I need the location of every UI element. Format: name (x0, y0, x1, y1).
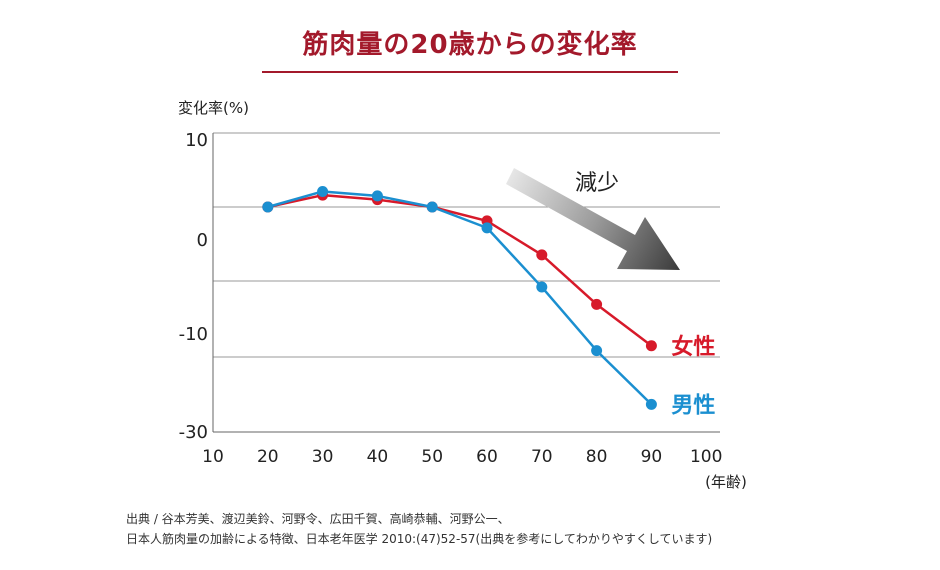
x-tick-label: 10 (202, 447, 224, 467)
y-tick-label: 0 (197, 230, 208, 251)
series-label: 女性 (671, 334, 715, 360)
data-point (371, 190, 383, 202)
data-point (426, 201, 438, 213)
data-point (591, 345, 603, 357)
data-point (536, 281, 548, 293)
chart-title: 筋肉量の20歳からの変化率 (302, 30, 638, 60)
x-tick-label: 100 (690, 447, 722, 467)
data-point (645, 340, 657, 352)
y-tick-label: -30 (179, 422, 208, 443)
x-axis-title: (年齢) (705, 473, 747, 491)
title-underline (262, 71, 678, 73)
x-tick-label: 20 (257, 447, 279, 467)
x-tick-label: 70 (531, 447, 553, 467)
data-point (591, 298, 603, 310)
y-tick-label: -10 (179, 324, 208, 345)
series-label: 男性 (671, 393, 715, 418)
y-axis-title: 変化率(%) (178, 99, 249, 117)
x-tick-label: 40 (367, 447, 389, 467)
data-point (645, 398, 657, 410)
decrease-arrow (506, 168, 680, 270)
x-tick-label: 50 (421, 447, 443, 467)
source-citation-line-2: 日本人筋肉量の加齢による特徴、日本老年医学 2010:(47)52-57(出典を… (126, 532, 713, 546)
series-line-male (267, 190, 653, 406)
y-tick-label: 10 (185, 130, 208, 151)
source-citation-line-1: 出典 / 谷本芳美、渡辺美鈴、河野令、広田千賀、高崎恭輔、河野公一、 (126, 512, 510, 526)
x-tick-label: 80 (586, 447, 608, 467)
data-point (317, 185, 329, 197)
series-line-female (267, 193, 653, 347)
x-tick-label: 60 (476, 447, 498, 467)
decrease-annotation: 減少 (575, 171, 619, 196)
x-tick-label: 30 (312, 447, 334, 467)
data-point (262, 201, 274, 213)
data-point (536, 249, 548, 261)
data-point (481, 222, 493, 234)
x-tick-label: 90 (641, 447, 663, 467)
